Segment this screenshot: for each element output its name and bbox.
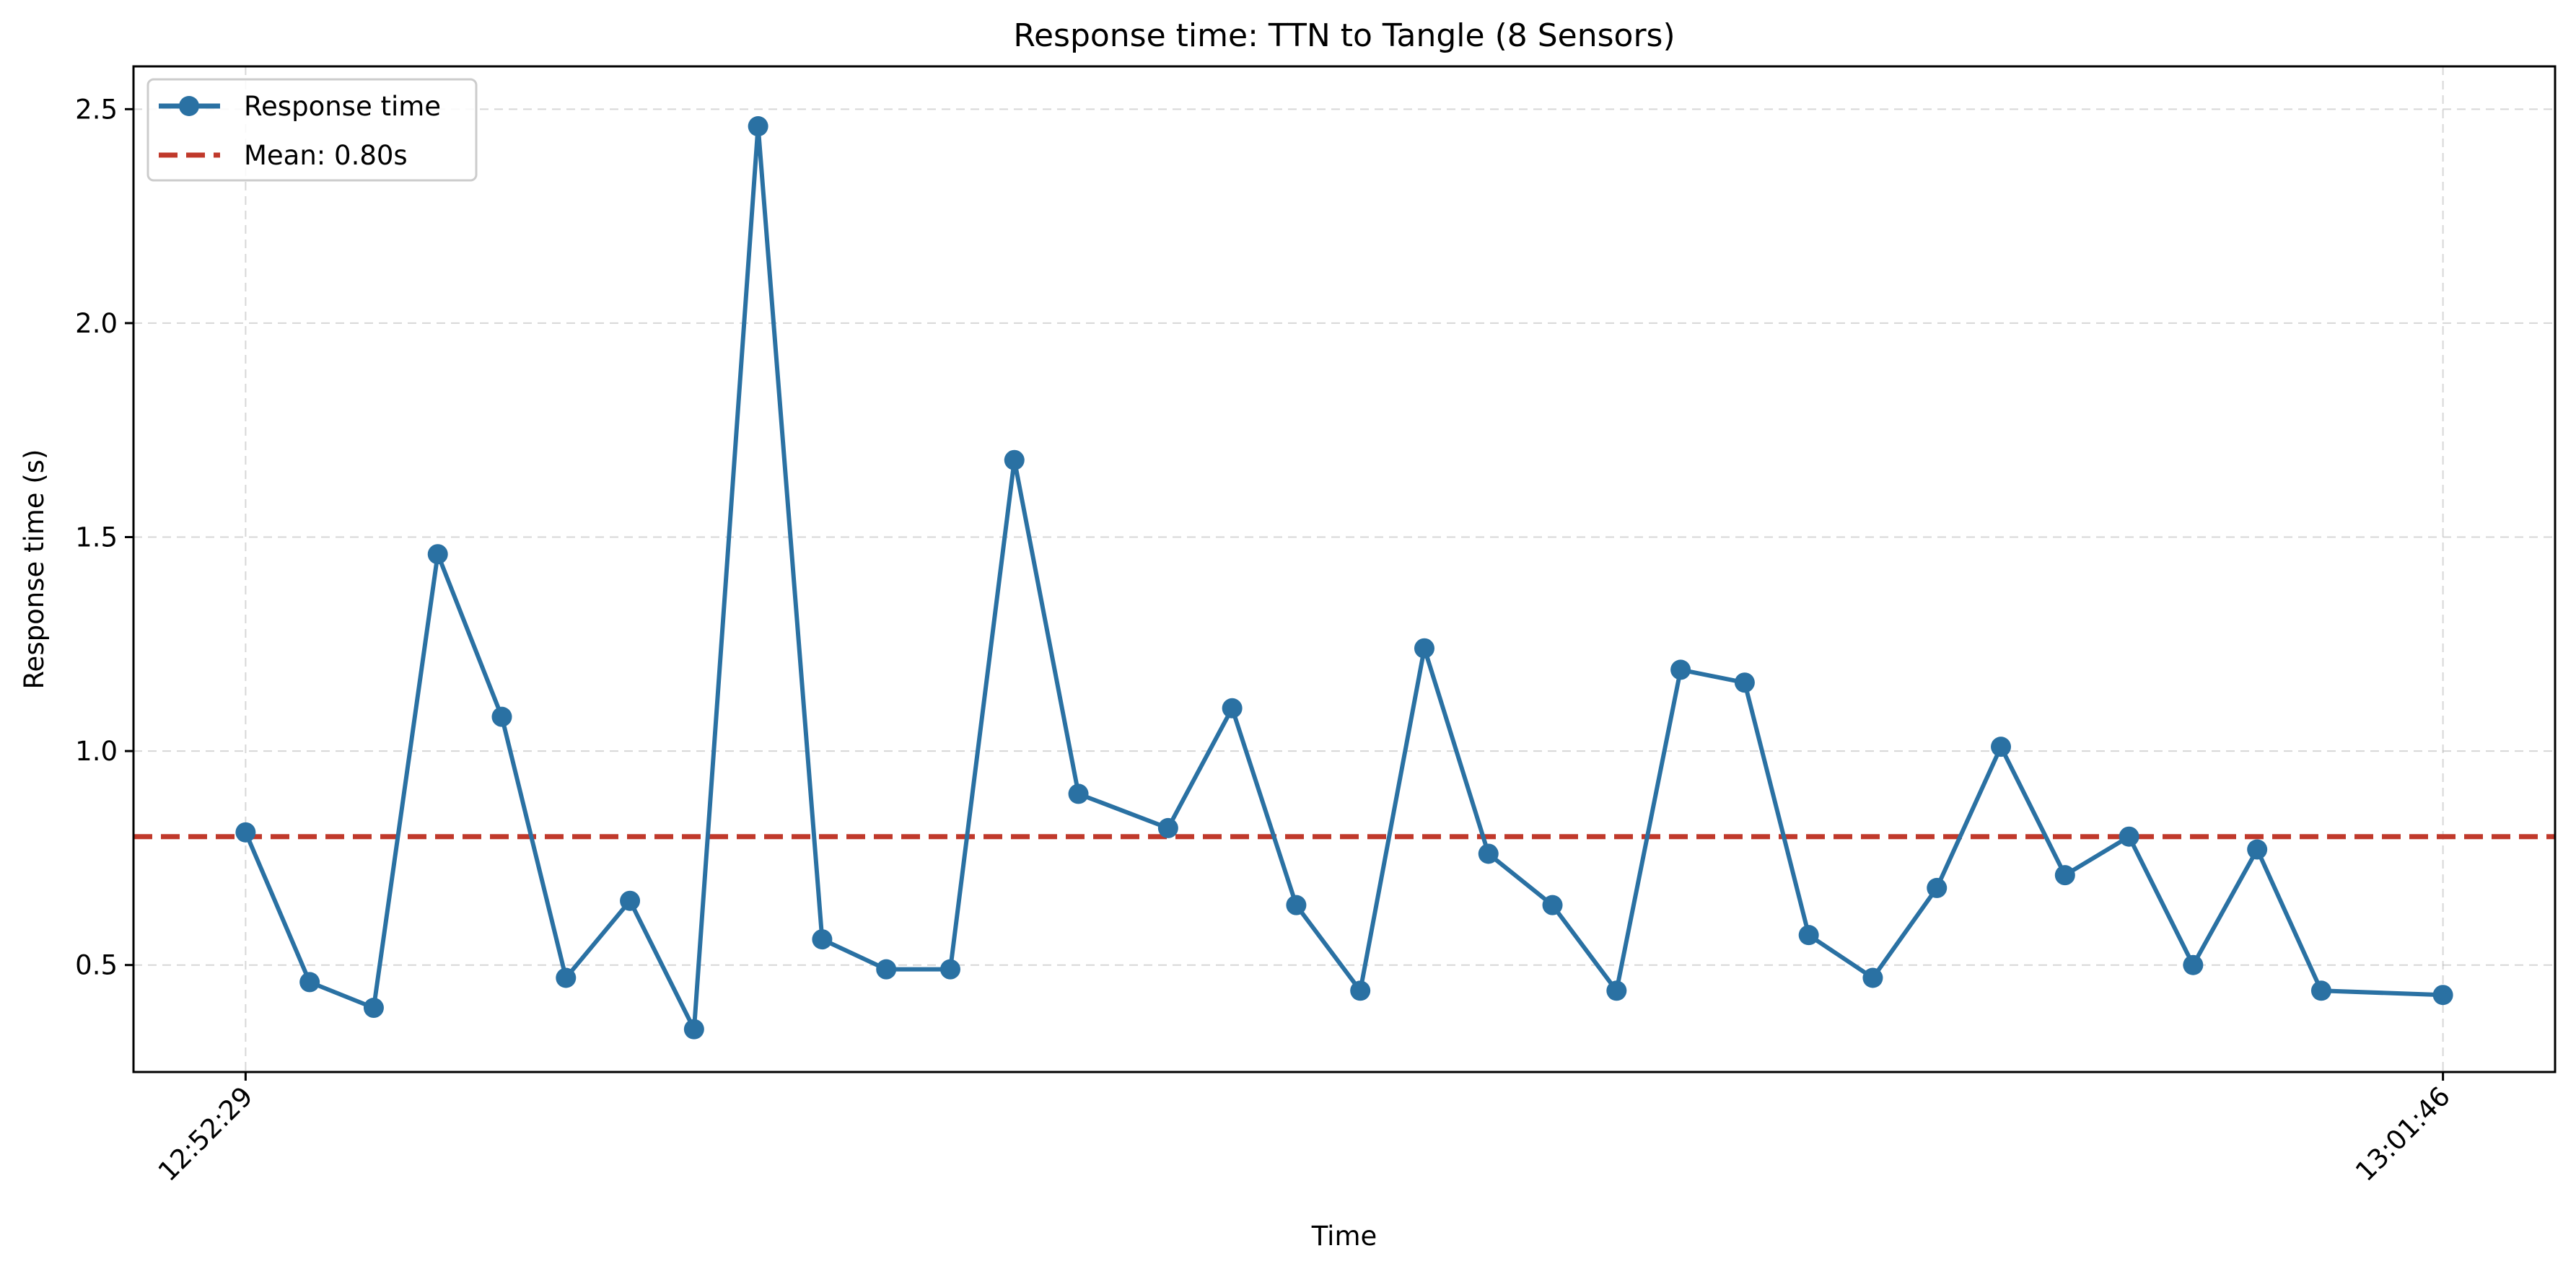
grid <box>133 66 2555 1072</box>
data-point <box>1991 737 2012 757</box>
data-point <box>620 890 641 911</box>
legend: Response time Mean: 0.80s <box>146 78 478 182</box>
y-tick-label: 1.5 <box>75 522 118 553</box>
data-point <box>556 967 577 988</box>
data-point <box>2432 985 2453 1006</box>
data-point <box>748 116 768 137</box>
data-point <box>2054 865 2075 886</box>
x-axis-label: Time <box>1311 1221 1377 1252</box>
data-point <box>939 959 960 980</box>
data-point <box>235 822 256 843</box>
y-axis-label: Response time (s) <box>19 449 50 690</box>
data-point <box>1004 449 1025 470</box>
data-point <box>363 998 384 1019</box>
y-tick-label: 2.0 <box>75 308 118 339</box>
data-point <box>1350 980 1371 1001</box>
data-point <box>2183 954 2204 975</box>
data-point <box>1068 783 1089 804</box>
legend-label-mean: Mean: 0.80s <box>244 140 408 171</box>
data-point <box>1542 895 1563 915</box>
chart-title: Response time: TTN to Tangle (8 Sensors) <box>1013 17 1675 54</box>
data-point <box>812 929 833 950</box>
data-point <box>876 959 897 980</box>
legend-box <box>146 78 478 182</box>
data-point <box>1798 925 1819 946</box>
data-point <box>491 706 512 727</box>
data-point <box>1927 877 1948 898</box>
legend-marker-response-time <box>179 96 199 116</box>
data-point <box>1286 895 1307 915</box>
data-point <box>2310 980 2331 1001</box>
legend-label-response-time: Response time <box>244 91 441 122</box>
data-point <box>1606 980 1627 1001</box>
data-point <box>1862 967 1883 988</box>
data-point <box>1478 843 1499 864</box>
data-point <box>427 544 448 565</box>
y-tick-label: 2.5 <box>75 94 118 125</box>
y-axis-ticks: 0.5 1.0 1.5 2.0 2.5 <box>75 94 133 981</box>
data-point <box>1222 698 1243 719</box>
data-point <box>1157 817 1178 838</box>
series-layer <box>235 116 2453 1040</box>
data-point <box>299 972 320 993</box>
series-line-response-time <box>243 124 2443 1032</box>
data-point <box>1734 672 1755 693</box>
data-point <box>1670 659 1691 680</box>
data-point <box>2247 839 2268 860</box>
data-point <box>683 1019 704 1040</box>
y-tick-label: 0.5 <box>75 950 118 981</box>
data-point <box>1414 638 1434 659</box>
y-tick-label: 1.0 <box>75 736 118 767</box>
data-point <box>2119 826 2139 847</box>
plot-frame <box>132 65 2557 1073</box>
